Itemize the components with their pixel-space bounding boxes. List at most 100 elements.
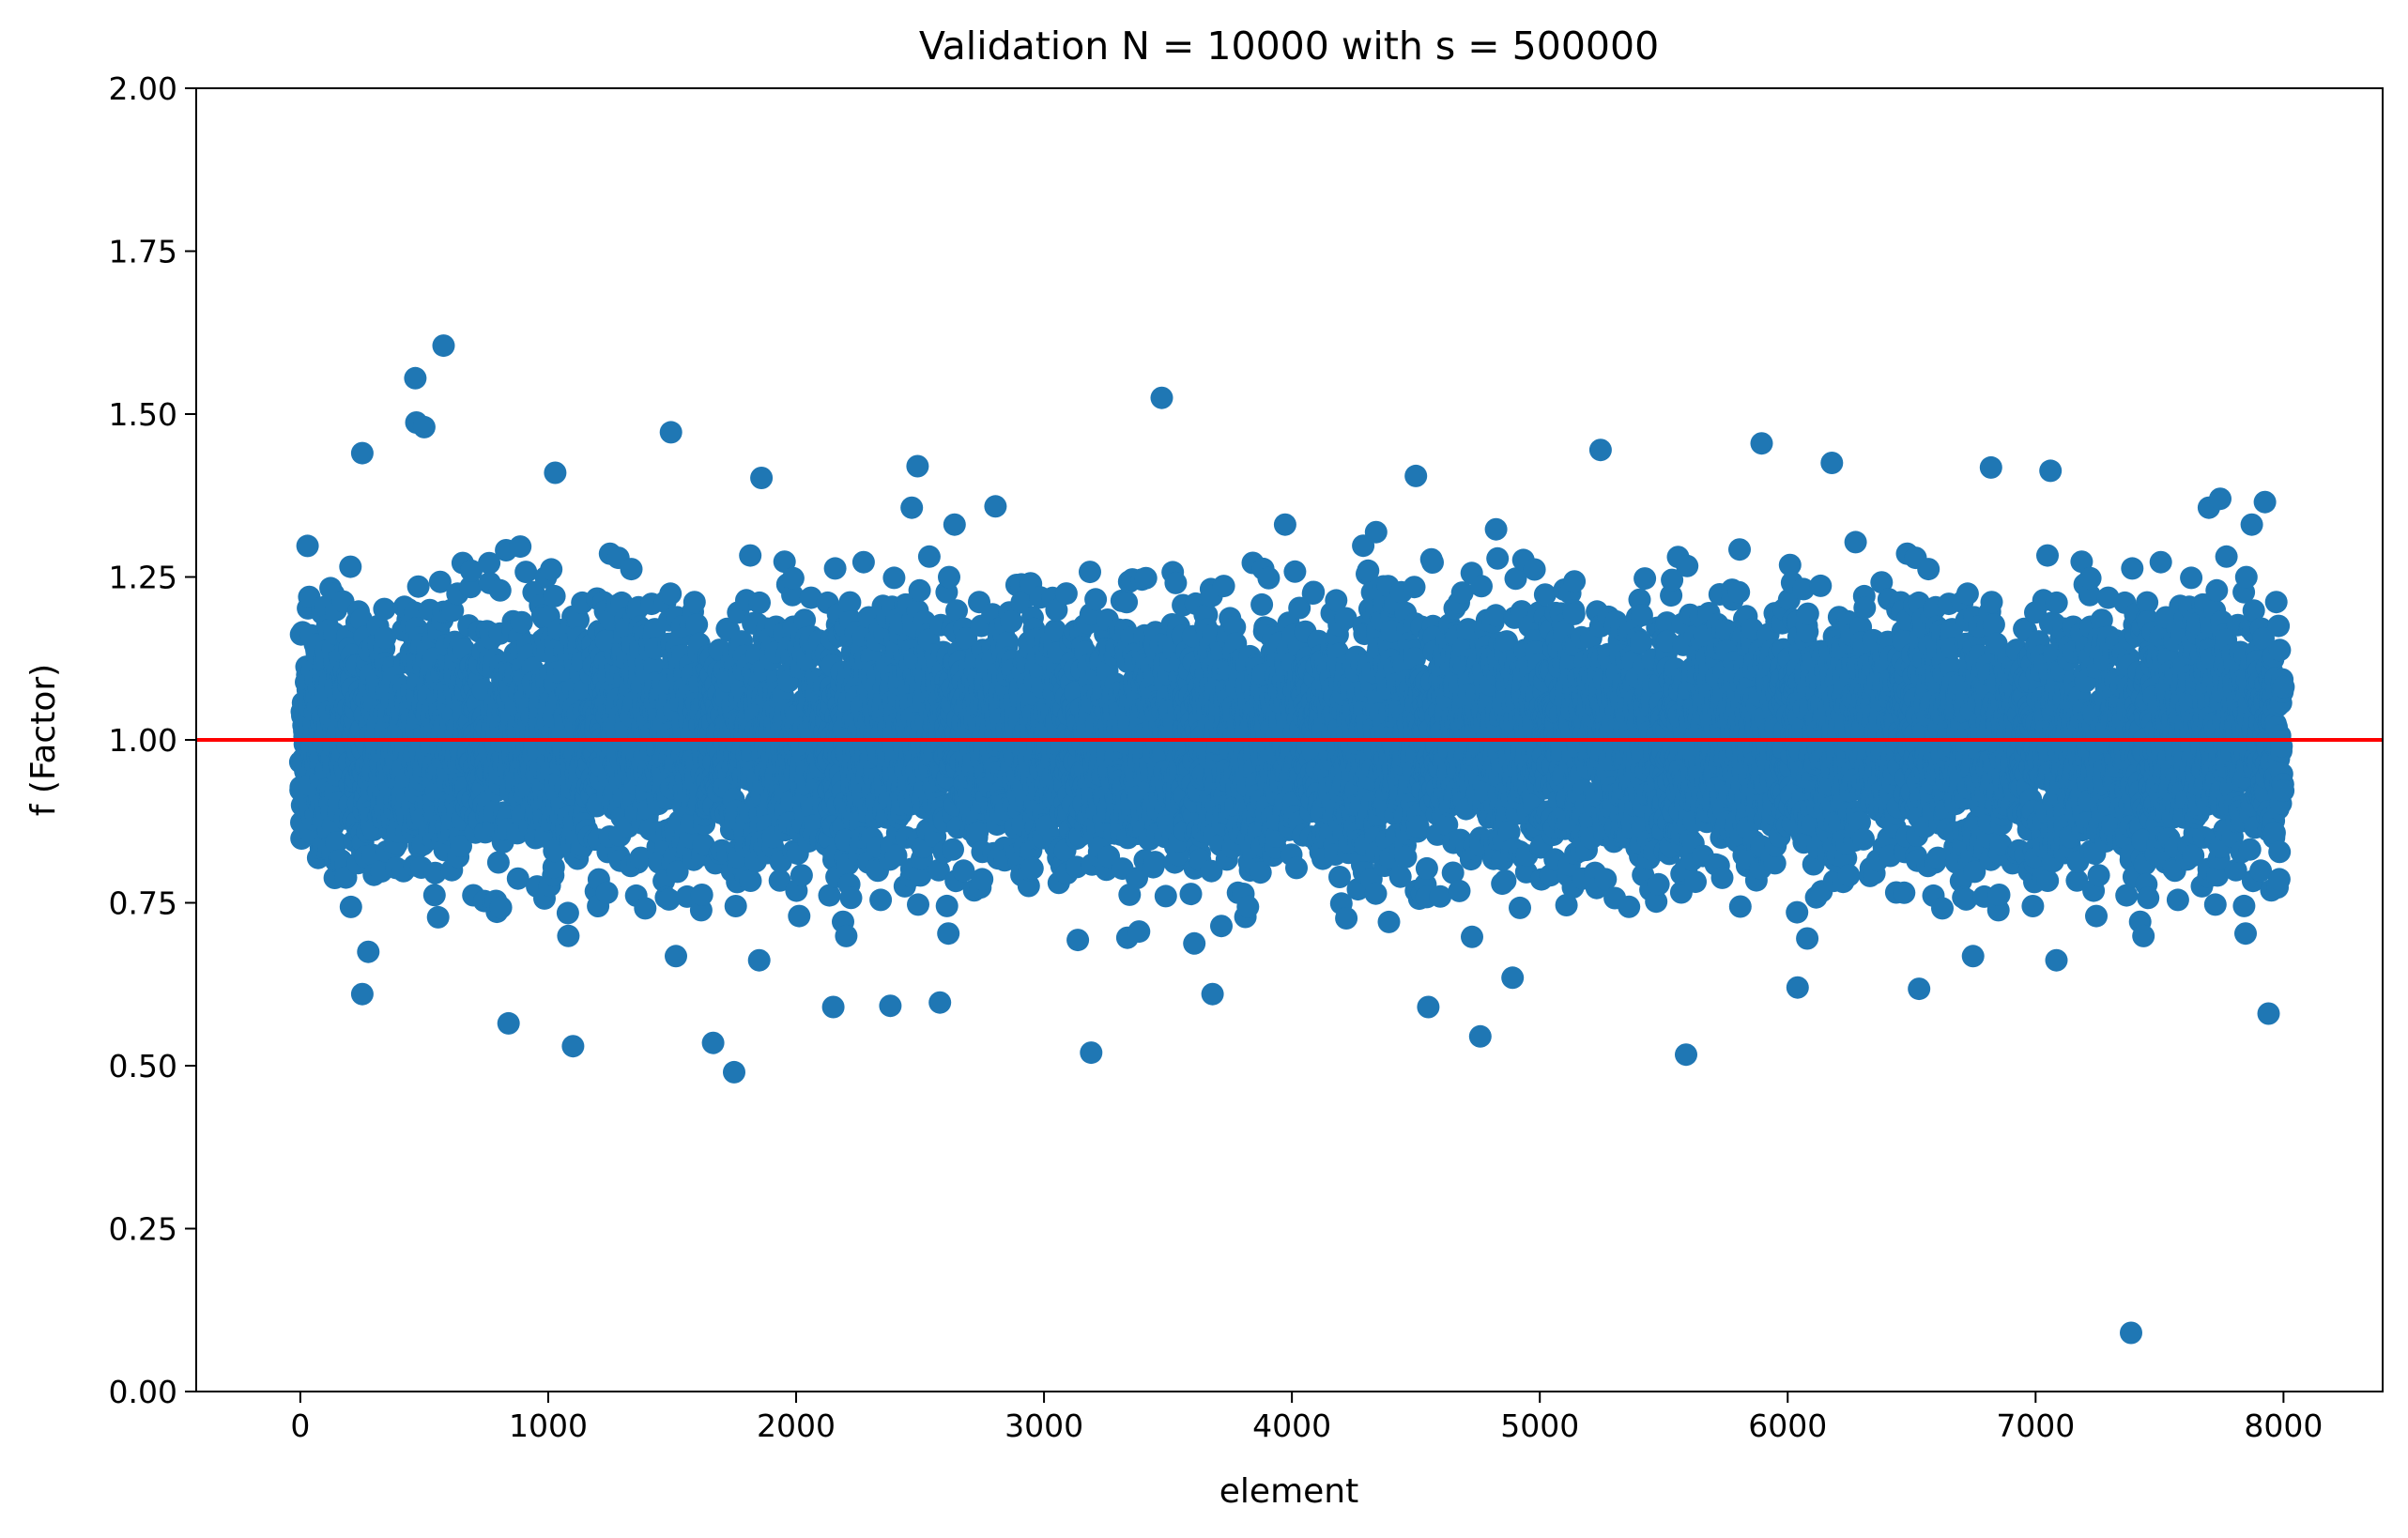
scatter-point <box>296 534 319 558</box>
scatter-point <box>1143 851 1167 874</box>
scatter-point <box>1377 910 1401 933</box>
scatter-point <box>1470 575 1493 598</box>
scatter-point <box>1134 566 1158 590</box>
scatter-point <box>514 561 538 584</box>
scatter-point <box>1509 896 1531 919</box>
scatter-point <box>1115 591 1139 614</box>
scatter-point <box>1335 907 1358 930</box>
scatter-point <box>595 881 619 904</box>
scatter-point <box>510 610 533 634</box>
scatter-point <box>478 551 501 575</box>
scatter-point <box>509 535 532 559</box>
scatter-point <box>917 545 941 568</box>
scatter-point <box>942 838 964 861</box>
scatter-point <box>690 884 713 906</box>
scatter-point <box>426 905 450 929</box>
scatter-point <box>1066 929 1090 952</box>
scatter-point <box>441 599 465 623</box>
scatter-point <box>966 821 989 844</box>
scatter-point <box>1421 551 1444 574</box>
scatter-point <box>1486 546 1510 570</box>
scatter-point <box>938 565 960 589</box>
scatter-point <box>1415 856 1438 880</box>
scatter-point <box>1236 895 1260 918</box>
scatter-point <box>1210 915 1233 938</box>
scatter-point <box>1020 856 1044 880</box>
scatter-point <box>835 924 858 947</box>
scatter-point <box>781 566 805 590</box>
scatter-point <box>489 896 513 919</box>
scatter-point <box>1484 517 1508 541</box>
scatter-point <box>739 869 762 892</box>
scatter-point <box>1154 884 1177 908</box>
scatter-points <box>288 334 2295 1345</box>
scatter-point <box>788 904 811 928</box>
scatter-point <box>450 835 472 857</box>
scatter-point <box>460 559 483 582</box>
scatter-point <box>838 591 862 614</box>
scatter-point <box>1494 869 1517 892</box>
scatter-point <box>1450 581 1474 605</box>
scatter-point <box>869 888 893 912</box>
scatter-point <box>907 893 929 916</box>
scatter-point <box>665 945 687 968</box>
scatter-point <box>339 895 362 918</box>
scatter-point <box>620 558 643 581</box>
scatter-point <box>900 496 924 519</box>
scatter-point <box>543 584 566 608</box>
scatter-point <box>685 613 709 637</box>
scatter-point <box>971 868 994 891</box>
scatter-point <box>1084 588 1108 611</box>
scatter-point <box>540 558 563 581</box>
scatter-point <box>790 864 813 887</box>
scatter-point <box>882 566 906 590</box>
scatter-point <box>428 570 452 593</box>
scatter-point <box>1212 575 1235 598</box>
scatter-point <box>1283 560 1307 583</box>
scatter-point <box>1364 882 1388 905</box>
scatter-point <box>659 582 683 606</box>
scatter-point <box>422 884 446 907</box>
scatter-point <box>1179 883 1203 906</box>
scatter-point <box>1273 513 1296 536</box>
scatter-point <box>557 924 580 947</box>
scatter-point <box>459 576 483 599</box>
scatter-point <box>634 897 657 920</box>
scatter-point <box>373 597 396 621</box>
scatter-point <box>1364 520 1388 544</box>
scatter-point <box>908 578 931 602</box>
scatter-point <box>748 591 771 614</box>
scatter-point <box>943 513 966 536</box>
scatter-point <box>1257 566 1281 590</box>
scatter-point <box>747 948 771 972</box>
scatter-point <box>739 544 762 567</box>
scatter-point <box>488 578 512 602</box>
scatter-point <box>683 591 706 614</box>
scatter-point <box>357 940 380 963</box>
scatter-point <box>556 901 579 925</box>
scatter-point <box>374 626 397 650</box>
scatter-point <box>724 895 747 917</box>
scatter-point <box>406 575 430 598</box>
scatter-point <box>339 555 362 578</box>
scatter-point <box>1448 879 1471 902</box>
scatter-point <box>851 550 875 574</box>
scatter-point <box>1403 576 1426 599</box>
scatter-point <box>423 861 447 884</box>
scatter-point <box>1164 571 1188 594</box>
scatter-point <box>1328 866 1351 888</box>
scatter-point <box>1000 609 1023 633</box>
scatter-point <box>1394 845 1418 869</box>
scatter-point <box>1054 582 1078 606</box>
scatter-point <box>1523 558 1546 581</box>
scatter-point <box>984 495 1007 518</box>
scatter-point <box>1285 856 1308 880</box>
scatter-point <box>1302 580 1326 604</box>
scatter-point <box>937 922 960 946</box>
scatter-point <box>1079 561 1101 584</box>
scatter-point <box>1429 884 1452 908</box>
scatter-point <box>935 894 959 917</box>
scatter-point <box>823 557 847 580</box>
scatter-point <box>1127 920 1151 944</box>
